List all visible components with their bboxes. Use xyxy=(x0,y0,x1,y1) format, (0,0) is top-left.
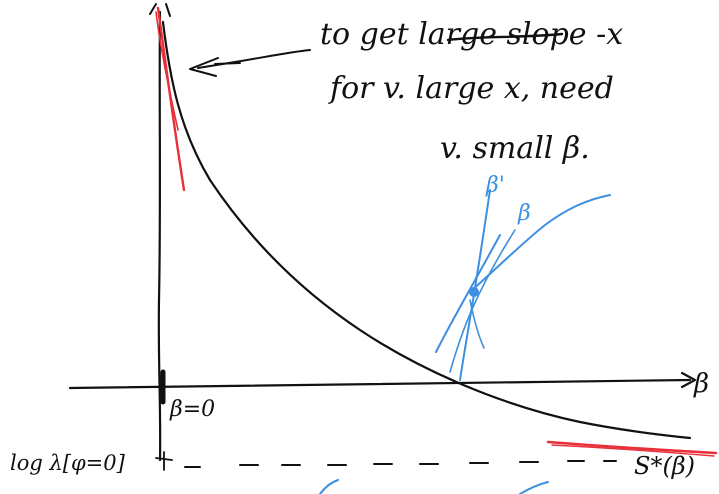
pointer-arrow-shaft xyxy=(197,49,311,69)
blue-curve xyxy=(469,194,611,293)
blue-intersection-dot xyxy=(469,287,479,297)
annotation-line-1: to get large slope -x xyxy=(320,17,623,52)
pointer-arrow-head xyxy=(189,57,241,77)
blue-bottom-scribble-2 xyxy=(519,481,549,494)
strikethrough xyxy=(446,32,564,42)
vertical-axis xyxy=(157,10,162,462)
blue-label-upper: β' xyxy=(485,173,505,198)
vertical-axis-top-tick xyxy=(149,3,171,17)
blue-tangent-3 xyxy=(449,229,516,373)
lower-left-label: log λ[φ=0] xyxy=(10,451,126,475)
dashed-asymptote xyxy=(184,460,617,468)
annotation-line-2: for v. large x, need xyxy=(328,71,614,106)
lower-right-label: S*(β) xyxy=(634,452,695,480)
blue-label-lower: β xyxy=(517,201,531,226)
asymptote-tick xyxy=(155,451,173,471)
annotation-line-3: v. small β. xyxy=(440,131,590,166)
horizontal-axis xyxy=(68,378,692,390)
red-tangent-flat-2 xyxy=(551,444,715,457)
horizontal-axis-label: β xyxy=(693,369,709,399)
blue-tangent-4 xyxy=(469,299,485,349)
red-tangent-steep-2 xyxy=(155,11,179,131)
blue-tangent-2 xyxy=(459,189,491,381)
origin-label: β=0 xyxy=(169,397,215,422)
blue-tangent-1 xyxy=(435,234,501,353)
red-tangent-flat xyxy=(546,440,718,455)
decay-curve xyxy=(161,20,692,440)
blue-bottom-scribble-1 xyxy=(319,479,339,494)
horizontal-axis-arrowhead xyxy=(680,371,697,389)
